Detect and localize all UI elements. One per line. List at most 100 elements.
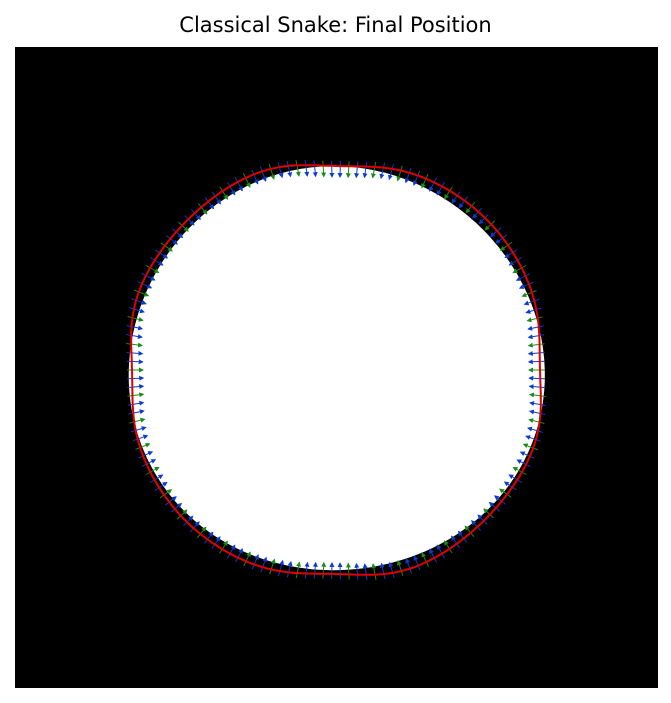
force-arrow <box>484 220 496 231</box>
force-arrow <box>304 561 310 579</box>
force-arrow <box>503 481 517 491</box>
force-arrow <box>443 540 453 554</box>
force-arrow <box>130 426 147 433</box>
force-arrow <box>483 508 494 519</box>
force-arrow <box>526 316 543 323</box>
force-arrow <box>436 181 445 196</box>
force-arrow <box>127 400 145 406</box>
plot-title: Classical Snake: Final Position <box>179 13 492 37</box>
force-arrow <box>234 177 243 192</box>
force-arrow <box>243 173 251 188</box>
force-arrow <box>457 530 468 543</box>
force-arrow <box>145 264 160 273</box>
force-arrow <box>134 289 150 297</box>
force-arrow <box>471 519 481 531</box>
force-arrow <box>127 392 145 398</box>
force-arrow <box>170 502 183 513</box>
force-arrow <box>243 551 251 567</box>
force-arrow <box>413 170 421 186</box>
force-arrow <box>488 501 501 512</box>
force-arrow <box>227 181 236 196</box>
snake-canvas <box>15 47 658 688</box>
force-arrow <box>504 249 518 259</box>
force-arrow <box>129 417 146 424</box>
force-arrow <box>204 197 215 210</box>
white-object-region <box>128 166 545 571</box>
force-arrow <box>141 459 157 467</box>
force-arrow <box>126 325 144 331</box>
force-arrow <box>523 298 540 306</box>
force-arrow <box>128 409 145 415</box>
force-arrow <box>235 548 243 563</box>
force-arrow <box>176 509 188 520</box>
external-force-arrows <box>126 160 546 580</box>
force-arrow <box>138 451 154 459</box>
force-arrow <box>458 196 468 209</box>
force-arrow <box>477 514 488 525</box>
force-arrow <box>465 201 476 214</box>
force-arrow <box>464 525 475 537</box>
force-arrow <box>387 163 394 181</box>
force-arrow <box>499 488 512 498</box>
force-arrow <box>304 160 310 177</box>
force-arrow <box>269 558 276 575</box>
force-arrow <box>251 554 259 570</box>
force-arrow <box>515 273 531 281</box>
force-arrow <box>527 426 543 433</box>
force-arrow <box>529 401 546 406</box>
force-arrow <box>295 561 301 579</box>
force-arrow <box>527 342 545 348</box>
force-arrow <box>286 160 293 178</box>
force-arrow <box>197 203 208 215</box>
force-arrow <box>127 375 145 381</box>
force-arrow <box>141 272 156 281</box>
force-arrow <box>251 169 259 185</box>
force-arrow <box>312 561 318 579</box>
force-arrow <box>131 298 147 305</box>
force-arrow <box>421 552 429 567</box>
force-arrow <box>421 173 429 189</box>
force-arrow <box>396 165 403 182</box>
force-arrow <box>345 562 351 580</box>
force-arrow <box>321 561 327 579</box>
force-arrow <box>268 164 276 180</box>
force-arrow <box>150 257 164 266</box>
force-arrow <box>126 334 143 339</box>
force-arrow <box>171 228 184 239</box>
force-arrow <box>295 160 301 177</box>
force-arrow <box>155 249 169 259</box>
force-arrow <box>404 167 412 184</box>
force-arrow <box>132 434 149 442</box>
force-arrow <box>160 242 173 252</box>
force-arrow <box>527 359 545 365</box>
force-arrow <box>495 234 507 244</box>
force-arrow <box>516 459 531 468</box>
force-arrow <box>259 166 267 182</box>
force-arrow <box>362 161 368 179</box>
force-arrow <box>371 161 377 179</box>
force-arrow <box>145 466 160 475</box>
force-arrow <box>429 548 438 563</box>
force-arrow <box>189 521 200 533</box>
force-arrow <box>362 563 368 580</box>
force-arrow <box>472 207 483 219</box>
force-arrow <box>154 481 168 491</box>
force-arrow <box>183 515 194 527</box>
force-arrow <box>528 384 546 390</box>
force-arrow <box>494 495 506 505</box>
force-arrow <box>527 325 544 331</box>
force-arrow <box>525 307 542 314</box>
force-arrow <box>219 186 229 200</box>
force-arrow <box>528 418 545 424</box>
force-arrow <box>286 560 293 578</box>
force-arrow <box>525 435 541 442</box>
force-arrow <box>126 359 144 365</box>
force-arrow <box>137 281 153 289</box>
force-arrow <box>178 221 189 232</box>
force-arrow <box>444 186 453 200</box>
force-arrow <box>312 160 318 178</box>
force-arrow <box>211 536 221 549</box>
force-arrow <box>527 334 545 340</box>
force-arrow <box>127 316 144 322</box>
